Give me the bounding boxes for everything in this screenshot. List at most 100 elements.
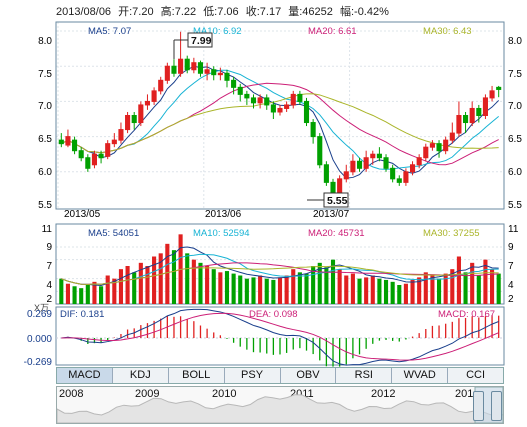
candle <box>125 111 131 134</box>
candle-body <box>178 58 184 74</box>
volume-y-tick: 4 <box>46 280 52 291</box>
volume-ma20-label: MA20: 45731 <box>308 228 365 239</box>
timeline-navigator[interactable]: 2008 2009 2010 2011 2012 201 <box>56 386 504 424</box>
macd-y-tick: 0.000 <box>27 334 52 345</box>
candle <box>462 111 469 134</box>
volume-bar <box>218 272 223 304</box>
volume-bar <box>324 267 329 304</box>
candle-body <box>217 72 223 76</box>
tab-obv[interactable]: OBV <box>281 368 337 383</box>
volume-ma30-label: MA30: 37255 <box>423 228 480 239</box>
candle-body <box>363 157 369 169</box>
candle <box>250 94 257 109</box>
price-x-tick: 2013/05 <box>64 209 101 220</box>
volume-bar <box>417 277 422 304</box>
candle-body <box>250 97 257 104</box>
price-y-tick: 7.0 <box>508 101 522 112</box>
volume-bar <box>158 253 163 304</box>
tab-kdj[interactable]: KDJ <box>113 368 169 383</box>
candle-body <box>462 115 469 124</box>
candle-body <box>78 150 84 159</box>
candle <box>78 147 84 162</box>
navigator-year: 201 <box>455 388 474 400</box>
candle <box>151 87 157 105</box>
tab-wvad[interactable]: WVAD <box>392 368 449 383</box>
volume-bar <box>456 256 461 304</box>
volume-bar <box>105 275 110 304</box>
volume-bar <box>171 250 177 304</box>
macd-lines <box>61 308 499 366</box>
volume-bar <box>304 273 309 304</box>
volume-bar <box>244 278 249 304</box>
candle-body <box>436 143 442 152</box>
tab-macd[interactable]: MACD <box>57 368 113 383</box>
tab-psy[interactable]: PSY <box>225 368 281 383</box>
candle <box>376 147 382 162</box>
volume-bar <box>390 281 395 304</box>
candle-body <box>237 86 243 95</box>
volume-bar <box>423 272 428 304</box>
navigator-right-handle[interactable] <box>491 391 502 421</box>
price-y-tick: 8.0 <box>508 36 522 47</box>
candle <box>138 101 144 127</box>
candle-body <box>72 139 78 152</box>
candle <box>58 133 64 148</box>
candle-body <box>356 160 363 169</box>
candle <box>158 76 164 95</box>
candle-body <box>476 107 482 117</box>
high-annotation-label: 7.99 <box>191 35 212 47</box>
candle <box>363 150 369 172</box>
candle <box>105 140 111 160</box>
volume-bar <box>145 266 150 304</box>
candle-body <box>469 107 475 124</box>
candle-body <box>429 143 435 148</box>
volume-bar <box>397 285 402 304</box>
candle <box>350 154 356 176</box>
volume-bar <box>463 272 468 304</box>
tab-boll[interactable]: BOLL <box>169 368 225 383</box>
volume-bar <box>85 285 90 304</box>
candle <box>217 67 223 81</box>
quote-close: 收:7.17 <box>245 6 282 18</box>
tab-cci[interactable]: CCI <box>466 369 486 381</box>
volume-bar <box>65 283 70 304</box>
candle-body <box>191 62 197 71</box>
candle-body <box>343 171 349 180</box>
volume-y-tick: 2 <box>508 294 514 305</box>
indicator-tabs[interactable]: MACD KDJ BOLL PSY OBV RSI WVAD CCI <box>56 367 504 384</box>
candle <box>476 104 482 123</box>
candle-body <box>244 93 250 99</box>
navigator-left-handle[interactable] <box>473 391 484 421</box>
volume-bar <box>277 277 283 304</box>
tab-rsi[interactable]: RSI <box>336 368 393 383</box>
volume-bar <box>490 269 495 304</box>
macd-y-tick: -0.269 <box>24 357 53 368</box>
volume-y-tick: 9 <box>46 242 52 253</box>
candle-body <box>383 157 389 169</box>
volume-bar <box>79 288 84 304</box>
volume-bar <box>430 275 435 304</box>
candle-body <box>350 160 356 173</box>
candle <box>456 101 462 137</box>
candle <box>244 90 250 105</box>
stock-chart[interactable]: MA5: 7.07 MA10: 6.92 MA20: 6.61 MA30: 6.… <box>0 0 527 368</box>
volume-y-tick: 9 <box>508 242 514 253</box>
candle <box>297 90 303 105</box>
candle-body <box>131 115 137 124</box>
volume-bar <box>443 273 448 304</box>
candle <box>317 133 323 169</box>
candle-body <box>91 153 98 166</box>
candle <box>370 150 376 165</box>
volume-y-axis-left: 11 9 7 4 2 <box>42 224 53 305</box>
volume-bar <box>337 269 342 304</box>
volume-bars <box>59 234 501 304</box>
candle-body <box>125 115 131 131</box>
candle-body <box>184 58 190 71</box>
candle <box>171 59 177 77</box>
candle-body <box>158 79 164 92</box>
candle-body <box>390 167 396 180</box>
price-panel-frame <box>55 21 505 210</box>
price-y-tick: 7.5 <box>38 69 52 80</box>
volume-ma5-line <box>61 246 499 287</box>
price-y-tick: 6.5 <box>38 134 52 145</box>
